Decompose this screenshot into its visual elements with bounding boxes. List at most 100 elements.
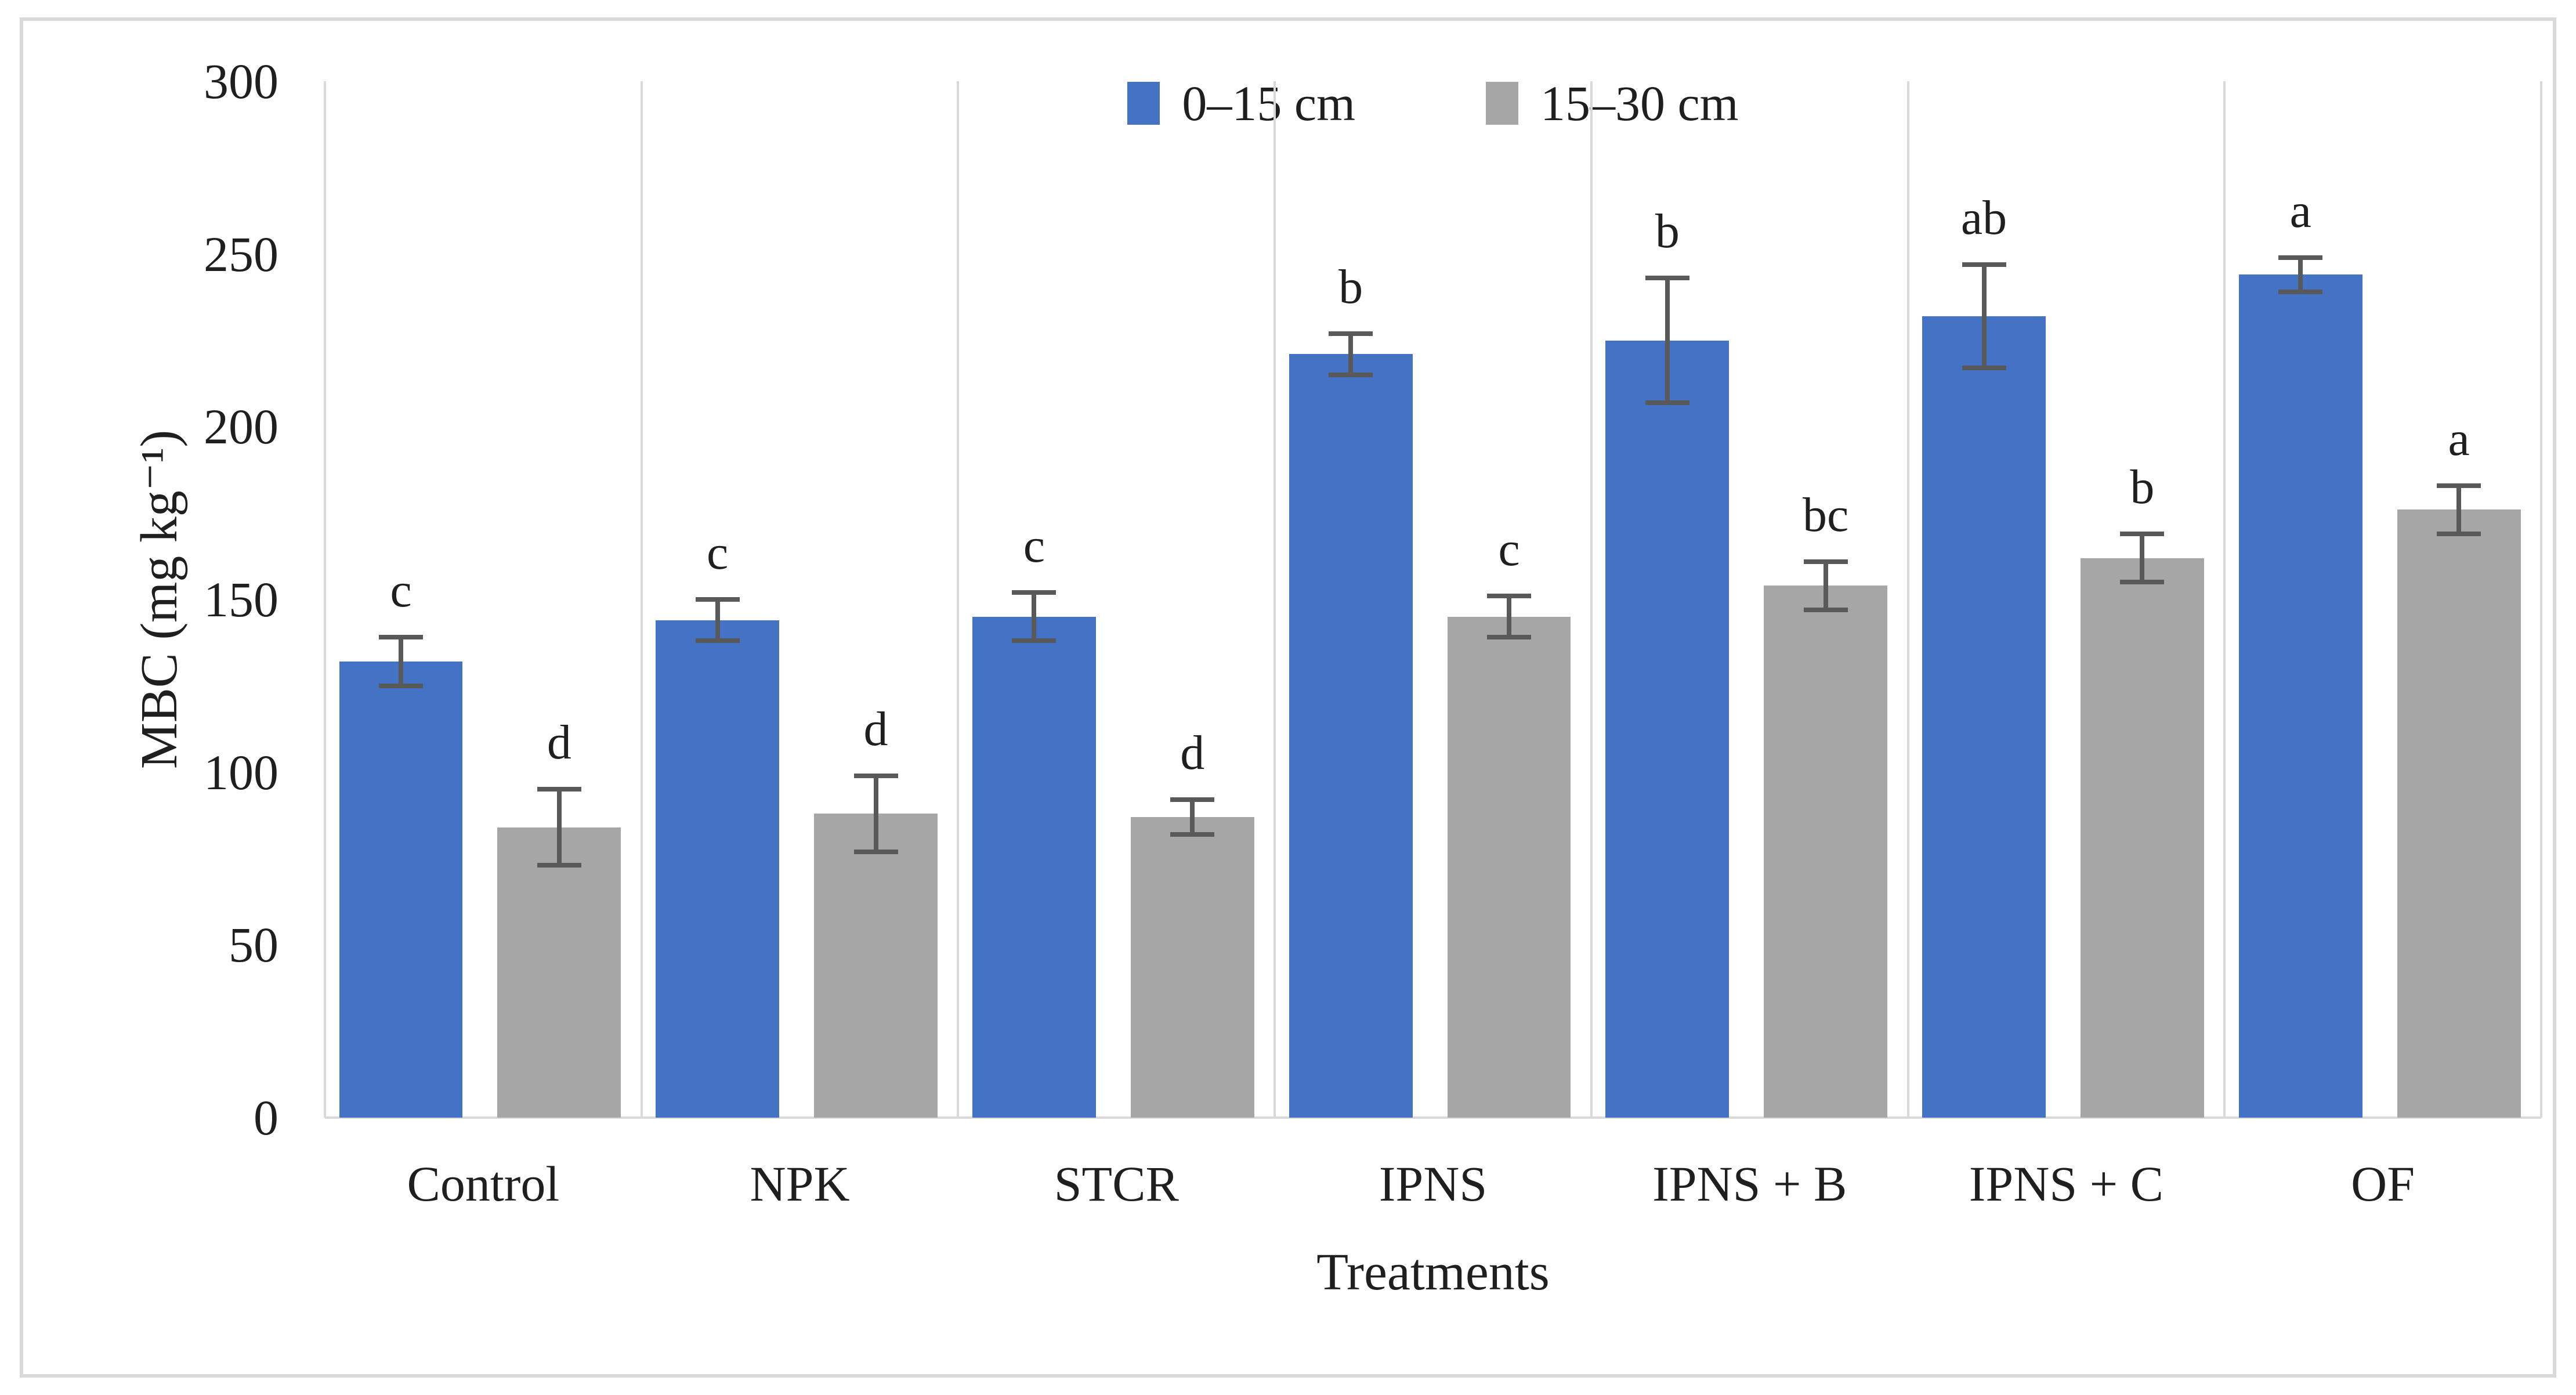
- error-bar-bottom-cap: [537, 863, 581, 868]
- y-tick-label: 0: [254, 1090, 278, 1145]
- y-tick-label: 100: [204, 744, 278, 800]
- legend-label: 15–30 cm: [1540, 75, 1739, 131]
- error-bar-top-cap: [853, 773, 898, 778]
- error-bar-bottom-cap: [378, 683, 423, 688]
- x-axis-title: Treatments: [1316, 1244, 1550, 1301]
- x-tick-label: OF: [2351, 1156, 2415, 1212]
- bar-0-15cm: [656, 620, 780, 1118]
- error-bar: [1823, 561, 1828, 610]
- category-gridline: [2540, 81, 2542, 1118]
- error-bar: [2140, 533, 2145, 583]
- legend-label: 0–15 cm: [1182, 75, 1355, 131]
- significance-letter: b: [1655, 204, 1680, 259]
- error-bar-bottom-cap: [1486, 635, 1531, 640]
- error-bar: [398, 637, 403, 686]
- significance-letter: d: [1180, 726, 1205, 780]
- error-bar-bottom-cap: [853, 849, 898, 854]
- bar-0-15cm: [1289, 354, 1413, 1118]
- error-bar-top-cap: [1170, 797, 1215, 803]
- bar-15-30cm: [2080, 558, 2204, 1118]
- legend-marker-icon: [1486, 82, 1518, 125]
- error-bar: [873, 775, 878, 852]
- category-gridline: [1590, 81, 1593, 1118]
- error-bar-bottom-cap: [1329, 373, 1373, 378]
- error-bar-top-cap: [2437, 483, 2481, 488]
- category-gridline: [640, 81, 643, 1118]
- y-tick-label: 250: [204, 226, 278, 282]
- error-bar: [1348, 333, 1354, 375]
- significance-letter: a: [2289, 183, 2311, 238]
- significance-letter: a: [2448, 411, 2470, 466]
- legend-marker-icon: [1127, 82, 1160, 125]
- significance-letter: c: [1498, 522, 1520, 577]
- error-bar-bottom-cap: [695, 638, 740, 644]
- x-tick-label: STCR: [1054, 1156, 1179, 1212]
- category-gridline: [957, 81, 960, 1118]
- figure-border: [20, 17, 2556, 1378]
- error-bar-bottom-cap: [1645, 400, 1689, 405]
- bar-0-15cm: [339, 662, 463, 1118]
- error-bar-bottom-cap: [2120, 580, 2165, 585]
- significance-letter: c: [1023, 519, 1045, 573]
- significance-letter: b: [2130, 460, 2155, 514]
- error-bar-bottom-cap: [1803, 607, 1848, 612]
- error-bar-top-cap: [537, 787, 581, 792]
- significance-letter: d: [863, 702, 888, 756]
- error-bar: [1665, 278, 1670, 403]
- error-bar-bottom-cap: [2278, 290, 2323, 295]
- error-bar-top-cap: [1962, 262, 2006, 267]
- category-gridline: [2223, 81, 2226, 1118]
- x-tick-label: IPNS + B: [1652, 1156, 1847, 1212]
- x-axis-line: [325, 1116, 2541, 1119]
- error-bar-bottom-cap: [1012, 638, 1057, 644]
- bar-15-30cm: [814, 814, 938, 1118]
- error-bar: [715, 599, 720, 641]
- error-bar: [2456, 485, 2462, 534]
- error-bar-top-cap: [1329, 331, 1373, 336]
- bar-15-30cm: [1764, 586, 1888, 1118]
- error-bar-bottom-cap: [1170, 832, 1215, 837]
- y-tick-label: 50: [229, 917, 278, 973]
- significance-letter: ab: [1960, 190, 2007, 245]
- error-bar-top-cap: [378, 635, 423, 640]
- error-bar: [556, 789, 562, 866]
- error-bar: [1506, 596, 1511, 638]
- category-gridline: [1906, 81, 1909, 1118]
- significance-letter: b: [1338, 259, 1363, 314]
- bar-0-15cm: [1605, 340, 1730, 1118]
- significance-letter: c: [390, 563, 412, 618]
- error-bar-bottom-cap: [2437, 531, 2481, 536]
- y-tick-label: 200: [204, 399, 278, 455]
- error-bar: [1032, 592, 1037, 641]
- significance-letter: d: [547, 715, 571, 770]
- bar-15-30cm: [497, 827, 621, 1118]
- x-tick-label: NPK: [750, 1156, 850, 1212]
- x-tick-label: IPNS + C: [1969, 1156, 2164, 1212]
- x-tick-label: IPNS: [1379, 1156, 1488, 1212]
- error-bar-top-cap: [1803, 559, 1848, 564]
- bar-0-15cm: [1922, 316, 2046, 1118]
- error-bar: [1981, 264, 1987, 368]
- y-tick-label: 150: [204, 572, 278, 627]
- legend-item: 15–30 cm: [1486, 74, 1739, 132]
- error-bar-bottom-cap: [1962, 366, 2006, 371]
- significance-letter: bc: [1803, 487, 1849, 542]
- significance-letter: c: [707, 526, 729, 580]
- error-bar: [2298, 257, 2303, 292]
- category-gridline: [1273, 81, 1276, 1118]
- plot-area: c d c d c d b c b bc ab b a a: [324, 81, 2542, 1119]
- bar-15-30cm: [2397, 509, 2521, 1118]
- legend: 0–15 cm 15–30 cm: [325, 74, 2541, 132]
- error-bar-top-cap: [2120, 531, 2165, 536]
- error-bar-top-cap: [695, 597, 740, 602]
- error-bar-top-cap: [1645, 276, 1689, 281]
- y-tick-label: 300: [204, 53, 278, 109]
- bar-0-15cm: [972, 616, 1096, 1118]
- bar-15-30cm: [1447, 616, 1571, 1118]
- error-bar-top-cap: [2278, 255, 2323, 260]
- x-tick-label: Control: [407, 1156, 560, 1212]
- bar-15-30cm: [1130, 817, 1254, 1118]
- legend-item: 0–15 cm: [1127, 74, 1355, 132]
- y-axis-line: [324, 81, 326, 1118]
